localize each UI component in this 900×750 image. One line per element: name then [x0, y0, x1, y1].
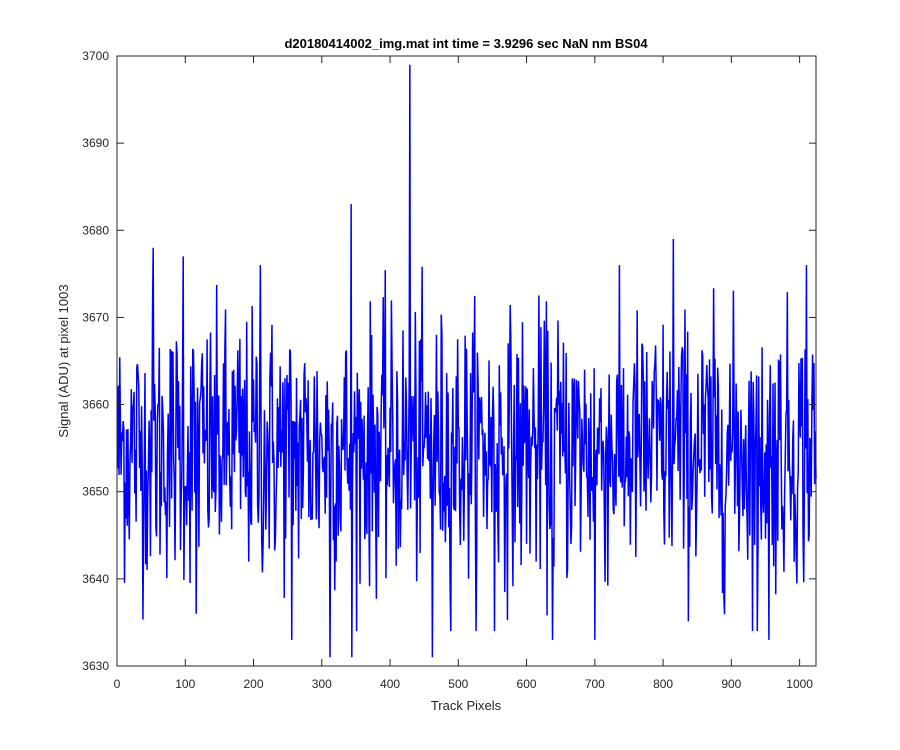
x-tick-label: 800 — [653, 677, 673, 691]
x-tick-label: 400 — [380, 677, 400, 691]
y-axis-label: Signal (ADU) at pixel 1003 — [56, 284, 71, 437]
y-tick-label: 3690 — [82, 136, 109, 150]
x-axis: 0 100 200 300 400 500 600 700 800 900 1000 — [114, 56, 813, 691]
series-line — [116, 64, 817, 658]
x-tick-label: 700 — [585, 677, 605, 691]
y-tick-label: 3650 — [82, 485, 109, 499]
x-tick-label: 300 — [312, 677, 332, 691]
x-tick-label: 500 — [448, 677, 468, 691]
y-tick-label: 3630 — [82, 659, 109, 673]
x-tick-label: 0 — [114, 677, 121, 691]
chart-title: d20180414002_img.mat int time = 3.9296 s… — [284, 36, 648, 51]
axes-box — [116, 55, 817, 667]
series-layer — [116, 64, 817, 658]
x-tick-label: 100 — [175, 677, 195, 691]
y-tick-label: 3660 — [82, 398, 109, 412]
y-axis: 3630 3640 3650 3660 3670 3680 3690 3700 — [82, 49, 816, 673]
y-tick-label: 3700 — [82, 49, 109, 63]
y-tick-label: 3680 — [82, 223, 109, 237]
y-tick-label: 3670 — [82, 310, 109, 324]
x-tick-label: 1000 — [786, 677, 813, 691]
x-tick-label: 600 — [517, 677, 537, 691]
x-tick-label: 900 — [721, 677, 741, 691]
x-tick-label: 200 — [244, 677, 264, 691]
x-axis-label: Track Pixels — [431, 698, 502, 713]
y-tick-label: 3640 — [82, 572, 109, 586]
